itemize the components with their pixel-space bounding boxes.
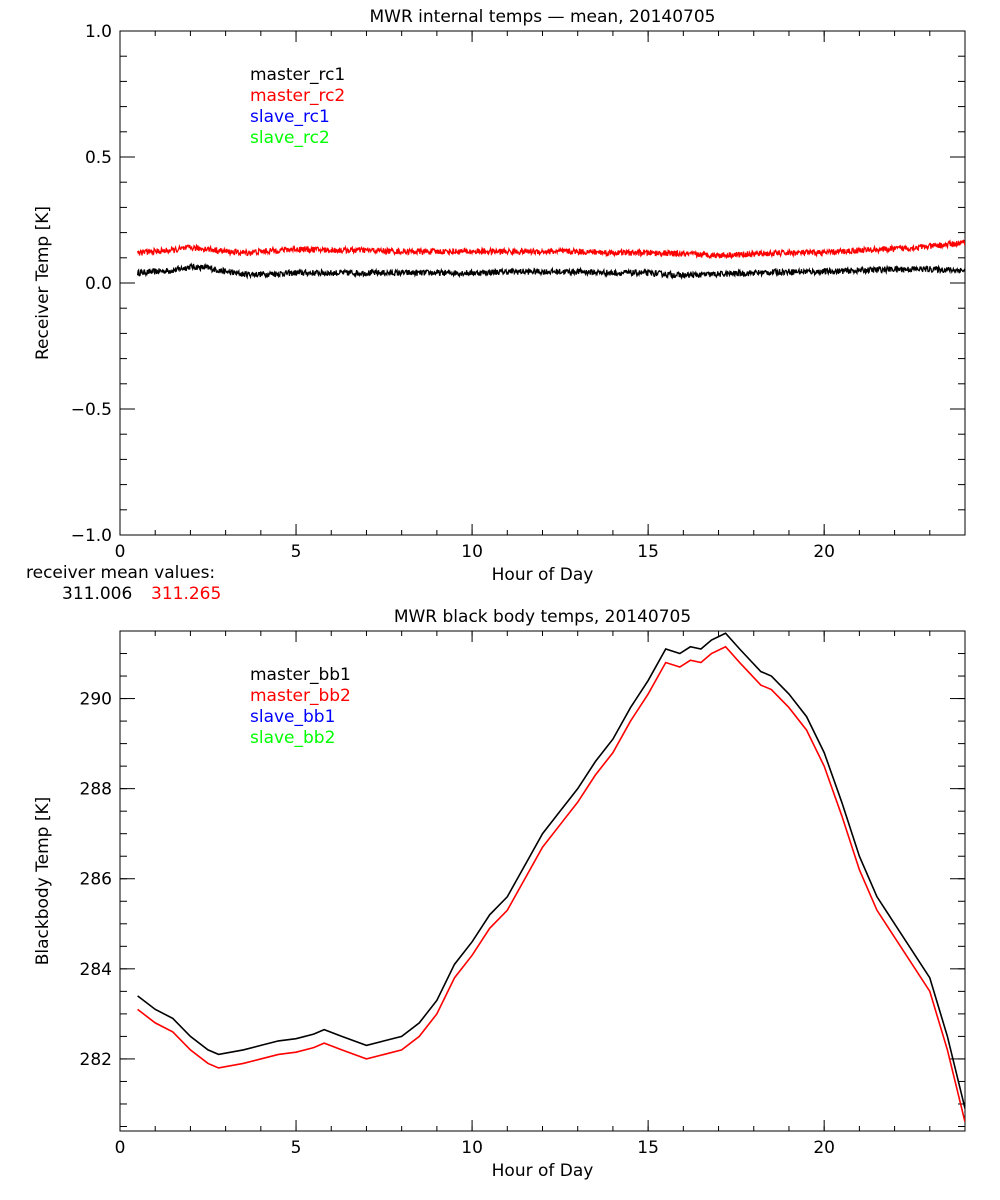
x-axis-label: Hour of Day <box>492 1161 594 1181</box>
legend-entry-slave_rc2: slave_rc2 <box>250 128 330 148</box>
chart-title: MWR black body temps, 20140705 <box>394 607 691 627</box>
y-tick-label: 286 <box>80 870 112 890</box>
blackbody-temp-chart: MWR black body temps, 20140705 0 5 10 15 20 28… <box>33 607 966 1181</box>
legend-entry-master_rc2: master_rc2 <box>250 86 345 106</box>
legend-entry-master_bb2: master_bb2 <box>250 686 351 706</box>
series-line-master_rc2 <box>136 239 965 260</box>
x-tick-label: 0 <box>115 1138 126 1158</box>
series-line-master_bb1 <box>137 632 965 1109</box>
x-tick-label: 20 <box>813 542 835 562</box>
y-tick-label: 0.0 <box>85 274 112 294</box>
y-tick-label: 288 <box>80 780 112 800</box>
plot-frame <box>119 630 966 1132</box>
x-tick-label: 10 <box>461 542 483 562</box>
plot-frame <box>119 30 966 536</box>
y-tick-label: 290 <box>80 690 112 710</box>
y-tick-label: 0.5 <box>85 148 112 168</box>
legend-entry-slave_bb2: slave_bb2 <box>250 728 335 748</box>
y-tick-label: −1.0 <box>71 526 112 546</box>
y-tick-label: 1.0 <box>85 22 112 42</box>
legend-entry-slave_bb1: slave_bb1 <box>250 707 335 727</box>
y-axis-label: Blackbody Temp [K] <box>33 797 53 966</box>
receiver-mean-value-2: 311.265 <box>151 584 221 604</box>
x-tick-label: 5 <box>291 542 302 562</box>
y-axis-label: Receiver Temp [K] <box>33 206 53 360</box>
series-line-master_rc1 <box>136 262 965 280</box>
legend-entry-master_bb1: master_bb1 <box>250 665 351 685</box>
receiver-mean-annotation: receiver mean values: 311.006 311.265 <box>26 563 221 604</box>
x-tick-label: 20 <box>813 1138 835 1158</box>
receiver-mean-label: receiver mean values: <box>26 563 215 583</box>
series-line-master_bb2 <box>137 645 965 1123</box>
y-tick-label: 284 <box>80 960 112 980</box>
legend-entry-master_rc1: master_rc1 <box>250 65 345 85</box>
receiver-mean-value-1: 311.006 <box>62 584 132 604</box>
x-tick-label: 0 <box>115 542 126 562</box>
x-tick-label: 15 <box>637 1138 659 1158</box>
chart-title: MWR internal temps — mean, 20140705 <box>369 7 715 27</box>
x-axis-label: Hour of Day <box>492 565 594 585</box>
y-tick-label: 282 <box>80 1050 112 1070</box>
y-tick-label: −0.5 <box>71 400 112 420</box>
x-tick-label: 15 <box>637 542 659 562</box>
x-tick-label: 10 <box>461 1138 483 1158</box>
legend-entry-slave_rc1: slave_rc1 <box>250 107 330 127</box>
x-tick-label: 5 <box>291 1138 302 1158</box>
receiver-temp-chart: MWR internal temps — mean, 20140705 0 5 10 1… <box>33 7 966 585</box>
